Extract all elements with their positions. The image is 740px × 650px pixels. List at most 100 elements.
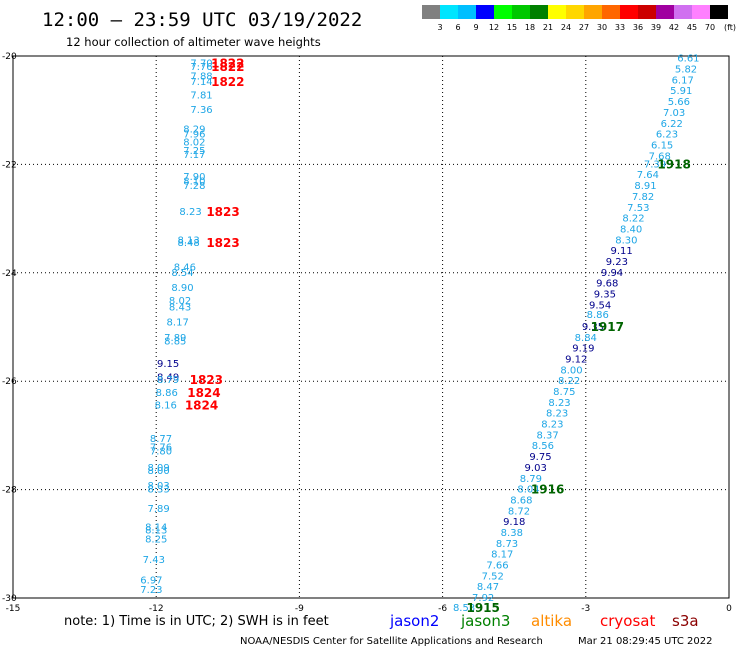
swh-label: 6.61 [677, 54, 699, 65]
x-tick-label: -12 [149, 604, 164, 614]
swh-label: 7.76 [150, 442, 172, 453]
swh-label: 8.25 [145, 534, 167, 545]
swh-label: 9.19 [572, 344, 594, 355]
swh-label: 7.92 [472, 593, 494, 604]
swh-label: 8.00 [560, 365, 582, 376]
scale-swatch [692, 5, 710, 19]
swh-label: 6.97 [140, 576, 162, 587]
swh-label: 8.16 [155, 401, 177, 412]
satellite-legend: jason2 jason3 altika cryosat s3a [389, 612, 699, 630]
swh-label: 7.90 [183, 172, 205, 183]
swh-label: 6.23 [656, 130, 678, 141]
swh-label: 8.49 [157, 372, 179, 383]
swh-label: 8.23 [546, 409, 568, 420]
swh-label: 9.12 [565, 355, 587, 366]
satellite-jason2: jason2 [389, 612, 439, 630]
scale-swatch [656, 5, 674, 19]
swh-label: 7.36 [190, 105, 212, 116]
satellite-jason3: jason3 [460, 612, 510, 630]
swh-label: 8.43 [169, 302, 191, 313]
grid-lines [13, 56, 729, 598]
swh-label: 8.13 [145, 525, 167, 536]
y-tick-label: -24 [2, 269, 17, 279]
satellite-s3a: s3a [672, 612, 699, 630]
scale-swatch [458, 5, 476, 19]
scale-swatch [638, 5, 656, 19]
y-tick-label: -22 [2, 160, 17, 170]
swh-label: 6.22 [661, 119, 683, 130]
y-axis-ticks: -20 -22 -24 -26 -28 -30 [2, 52, 17, 604]
swh-label: 8.47 [477, 582, 499, 593]
scale-swatch [512, 5, 530, 19]
swh-label: 8.84 [575, 333, 597, 344]
y-tick-label: -30 [2, 594, 17, 604]
swh-label: 8.79 [520, 474, 542, 485]
swh-label: 8.17 [167, 318, 189, 329]
x-tick-label: -15 [6, 604, 21, 614]
swh-label: 5.82 [675, 65, 697, 76]
y-tick-label: -20 [2, 52, 17, 62]
pass-label: 1822 [211, 57, 244, 71]
swh-label: 7.70 [190, 59, 212, 70]
swh-label: 7.89 [147, 504, 169, 515]
scale-swatch [494, 5, 512, 19]
plot-frame [12, 55, 730, 599]
x-tick-label: 0 [726, 604, 732, 614]
scale-label: 70 [705, 23, 715, 32]
swh-label: 8.33 [147, 485, 169, 496]
scale-label: 12 [489, 23, 499, 32]
scale-label: 21 [543, 23, 553, 32]
scale-swatch [602, 5, 620, 19]
swh-label: 8.53 [453, 603, 475, 614]
pass-label: 1823 [190, 373, 223, 387]
swh-label: 7.80 [150, 447, 172, 458]
pass-labels: 1822182218221823182318231824182419181917… [185, 57, 691, 615]
swh-label: 7.81 [190, 91, 212, 102]
swh-label: 6.15 [651, 140, 673, 151]
scale-label: 3 [437, 23, 442, 32]
satellite-cryosat: cryosat [600, 612, 655, 630]
swh-label: 7.39 [644, 159, 666, 170]
pass-label: 1917 [591, 320, 624, 334]
swh-label: 8.03 [147, 481, 169, 492]
swh-label: 7.25 [183, 146, 205, 157]
swh-label: 9.18 [503, 517, 525, 528]
swh-label: 8.72 [508, 506, 530, 517]
swh-label: 8.22 [622, 214, 644, 225]
swh-label: 7.68 [649, 151, 671, 162]
footer-credit: NOAA/NESDIS Center for Satellite Applica… [240, 636, 543, 647]
swh-label: 8.02 [169, 296, 191, 307]
pass-label: 1822 [211, 60, 244, 74]
swh-label: 9.94 [601, 268, 623, 279]
y-tick-label: -28 [2, 486, 17, 496]
swh-label: 7.14 [190, 77, 212, 88]
scale-swatch [476, 5, 494, 19]
scale-swatch [620, 5, 638, 19]
pass-label: 1915 [466, 601, 499, 615]
swh-label: 8.13 [178, 235, 200, 246]
swh-label: 8.75 [553, 387, 575, 398]
swh-label: 8.68 [510, 495, 532, 506]
swh-label: 8.37 [536, 430, 558, 441]
swh-label: 5.66 [668, 97, 690, 108]
swh-label: 9.68 [596, 279, 618, 290]
swh-label: 8.23 [179, 207, 201, 218]
scale-label: 45 [687, 23, 697, 32]
swh-label: 8.02 [183, 138, 205, 149]
swh-label: 7.66 [486, 560, 508, 571]
swh-label: 7.88 [190, 72, 212, 83]
swh-label: 7.96 [183, 130, 205, 141]
swh-label: 8.23 [541, 420, 563, 431]
pass-label: 1916 [531, 483, 564, 497]
satellite-altika: altika [531, 612, 572, 630]
swh-label: 8.79 [157, 375, 179, 386]
y-tick-label: -26 [2, 377, 17, 387]
swh-label: 7.53 [627, 203, 649, 214]
swh-label: 8.91 [634, 181, 656, 192]
scale-swatch [530, 5, 548, 19]
swh-label: 7.82 [632, 192, 654, 203]
swh-label: 8.48 [178, 238, 200, 249]
swh-label: 8.86 [587, 310, 609, 321]
plot-area: -15 -12 -9 -6 -3 0 -20-22-24-26-28-30 7.707.7… [2, 52, 732, 615]
